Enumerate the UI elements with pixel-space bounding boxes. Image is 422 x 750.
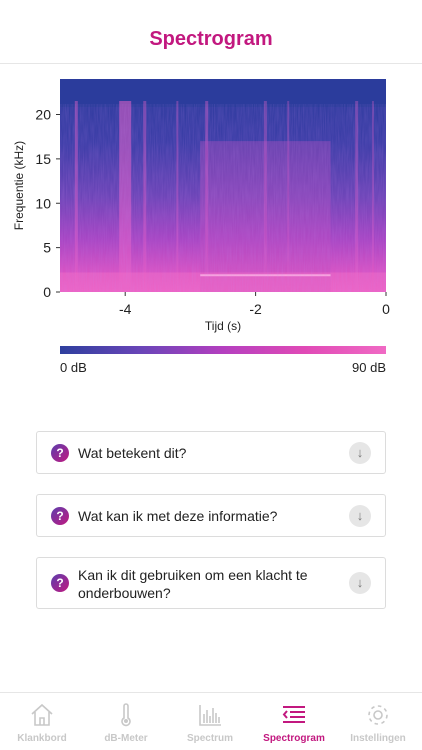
expand-arrow-icon[interactable]: ↓: [349, 442, 371, 464]
x-axis-label: Tijd (s): [205, 319, 241, 333]
thermometer-icon: [121, 703, 131, 727]
faq-question: Wat kan ik met deze informatie?: [78, 508, 278, 524]
spectrogram-heatmap: [60, 79, 386, 292]
question-icon: ?: [51, 574, 69, 592]
colorbar: [60, 346, 386, 354]
x-tick-label: -4: [119, 301, 132, 317]
spectrogram-axes: 0 5 10 15 20 -4 -2 0 Tijd (s) Frequentie (kHz): [12, 107, 390, 334]
tab-label: dB-Meter: [104, 733, 148, 744]
heatmap-top-band: [60, 79, 386, 107]
tab-bar: Klankbord dB-Meter Spectrum Spectrogram …: [0, 692, 422, 750]
y-tick-label: 15: [35, 151, 51, 167]
faq-question: Wat betekent dit?: [78, 445, 187, 461]
spectrogram-svg: 0 5 10 15 20 -4 -2 0 Tijd (s) Frequentie (kHz): [12, 79, 390, 334]
tab-label: Spectrogram: [263, 733, 325, 744]
tab-db-meter[interactable]: dB-Meter: [84, 693, 168, 750]
faq-item-usage[interactable]: ? Wat kan ik met deze informatie? ↓: [36, 494, 386, 537]
expand-arrow-icon[interactable]: ↓: [349, 572, 371, 594]
spectrogram-chart: 0 5 10 15 20 -4 -2 0 Tijd (s) Frequentie (kHz): [0, 64, 422, 394]
tab-spectrogram[interactable]: Spectrogram: [252, 693, 336, 750]
bar-chart-icon: [199, 705, 221, 726]
page-title: Spectrogram: [149, 28, 273, 50]
heatmap-noise: [60, 104, 386, 292]
home-icon: [31, 703, 53, 726]
gear-icon: [368, 705, 388, 725]
question-icon: ?: [51, 507, 69, 525]
question-icon: ?: [51, 444, 69, 462]
x-tick-label: 0: [382, 301, 390, 317]
colorbar-min-label: 0 dB: [60, 360, 87, 375]
spectrogram-icon: [282, 706, 305, 723]
tab-label: Klankbord: [17, 733, 67, 744]
tab-spectrum[interactable]: Spectrum: [168, 693, 252, 750]
colorbar-max-label: 90 dB: [352, 360, 386, 375]
tab-instellingen[interactable]: Instellingen: [336, 693, 420, 750]
x-tick-label: -2: [249, 301, 262, 317]
faq-question: Kan ik dit gebruiken om een klacht te on…: [78, 567, 308, 601]
tab-label: Spectrum: [186, 733, 234, 744]
y-tick-label: 20: [35, 107, 51, 123]
tab-label: Instellingen: [350, 733, 406, 744]
expand-arrow-icon[interactable]: ↓: [349, 505, 371, 527]
y-tick-label: 0: [43, 284, 51, 300]
y-tick-label: 5: [43, 240, 51, 256]
tab-klankbord[interactable]: Klankbord: [0, 693, 84, 750]
faq-item-complaint[interactable]: ? Kan ik dit gebruiken om een klacht te …: [36, 557, 386, 609]
y-tick-label: 10: [35, 195, 51, 211]
header-bar: Spectrogram: [0, 0, 422, 64]
y-axis-label: Frequentie (kHz): [12, 141, 26, 230]
faq-item-meaning[interactable]: ? Wat betekent dit? ↓: [36, 431, 386, 474]
